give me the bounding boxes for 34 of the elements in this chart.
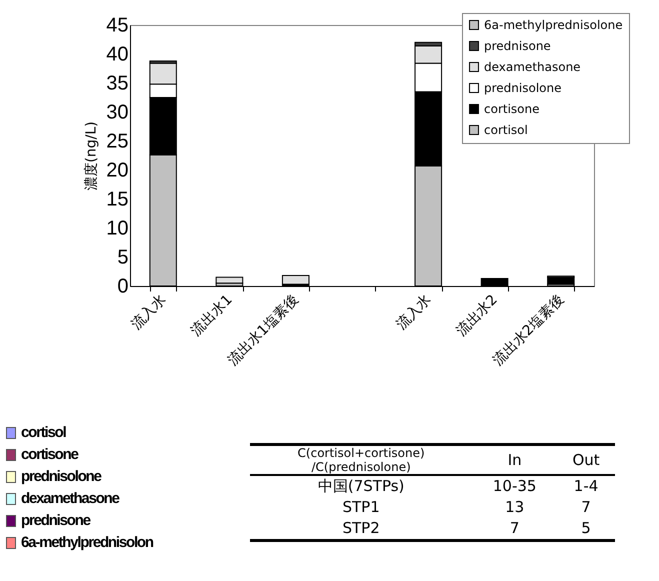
x-tick-label: 流出水2 — [453, 292, 501, 340]
text: C(cortisol+cortisone) /C(prednisolone) — [250, 444, 472, 475]
x-tick-label: 流出水1 — [188, 292, 236, 340]
x-tick-label: 流入水 — [128, 292, 170, 333]
text: In — [472, 444, 558, 475]
text: 1-4 — [572, 476, 600, 497]
y-tick-label: 35 — [106, 72, 128, 94]
y-axis-title: 濃度(ng/L) — [83, 121, 100, 191]
text: 中国(7STPs) — [316, 476, 406, 497]
y-tick-label: 45 — [106, 14, 128, 36]
y-tick-label: 10 — [106, 218, 128, 240]
legend-label: 6a-methylprednisolone — [484, 18, 623, 32]
text: 13 — [504, 497, 526, 518]
text: STP1 — [341, 497, 381, 518]
y-tick-label: 20 — [106, 160, 128, 182]
legend-label: cortisol — [484, 123, 528, 137]
legend-label: prednisolone — [484, 81, 562, 95]
legend-label: dexamethasone — [484, 60, 581, 74]
second-legend: cortisol cortisone prednisolone dexamethasone prednisone 6a-methylprednisolon — [6, 422, 153, 554]
text: 7 — [508, 518, 520, 539]
legend-label: prednisone — [484, 39, 551, 53]
y-tick-label: 0 — [117, 276, 128, 298]
y-tick-label: 5 — [117, 246, 128, 268]
text: STP2 — [341, 518, 381, 539]
y-tick-label: 15 — [106, 188, 128, 210]
y-tick-label: 40 — [106, 44, 128, 66]
text: Out — [557, 444, 615, 475]
legend-label: cortisone — [484, 102, 540, 116]
text: 7 — [580, 497, 592, 518]
text: 5 — [580, 518, 592, 539]
text: 10-35 — [492, 476, 538, 497]
y-tick-label: 25 — [106, 130, 128, 152]
y-tick-label: 30 — [106, 102, 128, 124]
x-tick-label: 流入水 — [393, 292, 434, 333]
